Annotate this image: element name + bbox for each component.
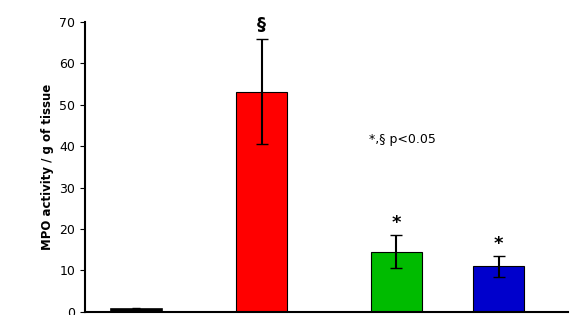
Bar bbox=[236, 92, 287, 312]
Text: §: § bbox=[257, 16, 266, 34]
Text: *: * bbox=[494, 235, 503, 253]
Bar bbox=[111, 309, 162, 312]
Bar bbox=[473, 266, 524, 312]
Text: *,§ p<0.05: *,§ p<0.05 bbox=[369, 133, 435, 146]
Y-axis label: MPO activity / g of tissue: MPO activity / g of tissue bbox=[40, 84, 54, 250]
Bar bbox=[371, 252, 422, 312]
Text: *: * bbox=[391, 214, 401, 232]
